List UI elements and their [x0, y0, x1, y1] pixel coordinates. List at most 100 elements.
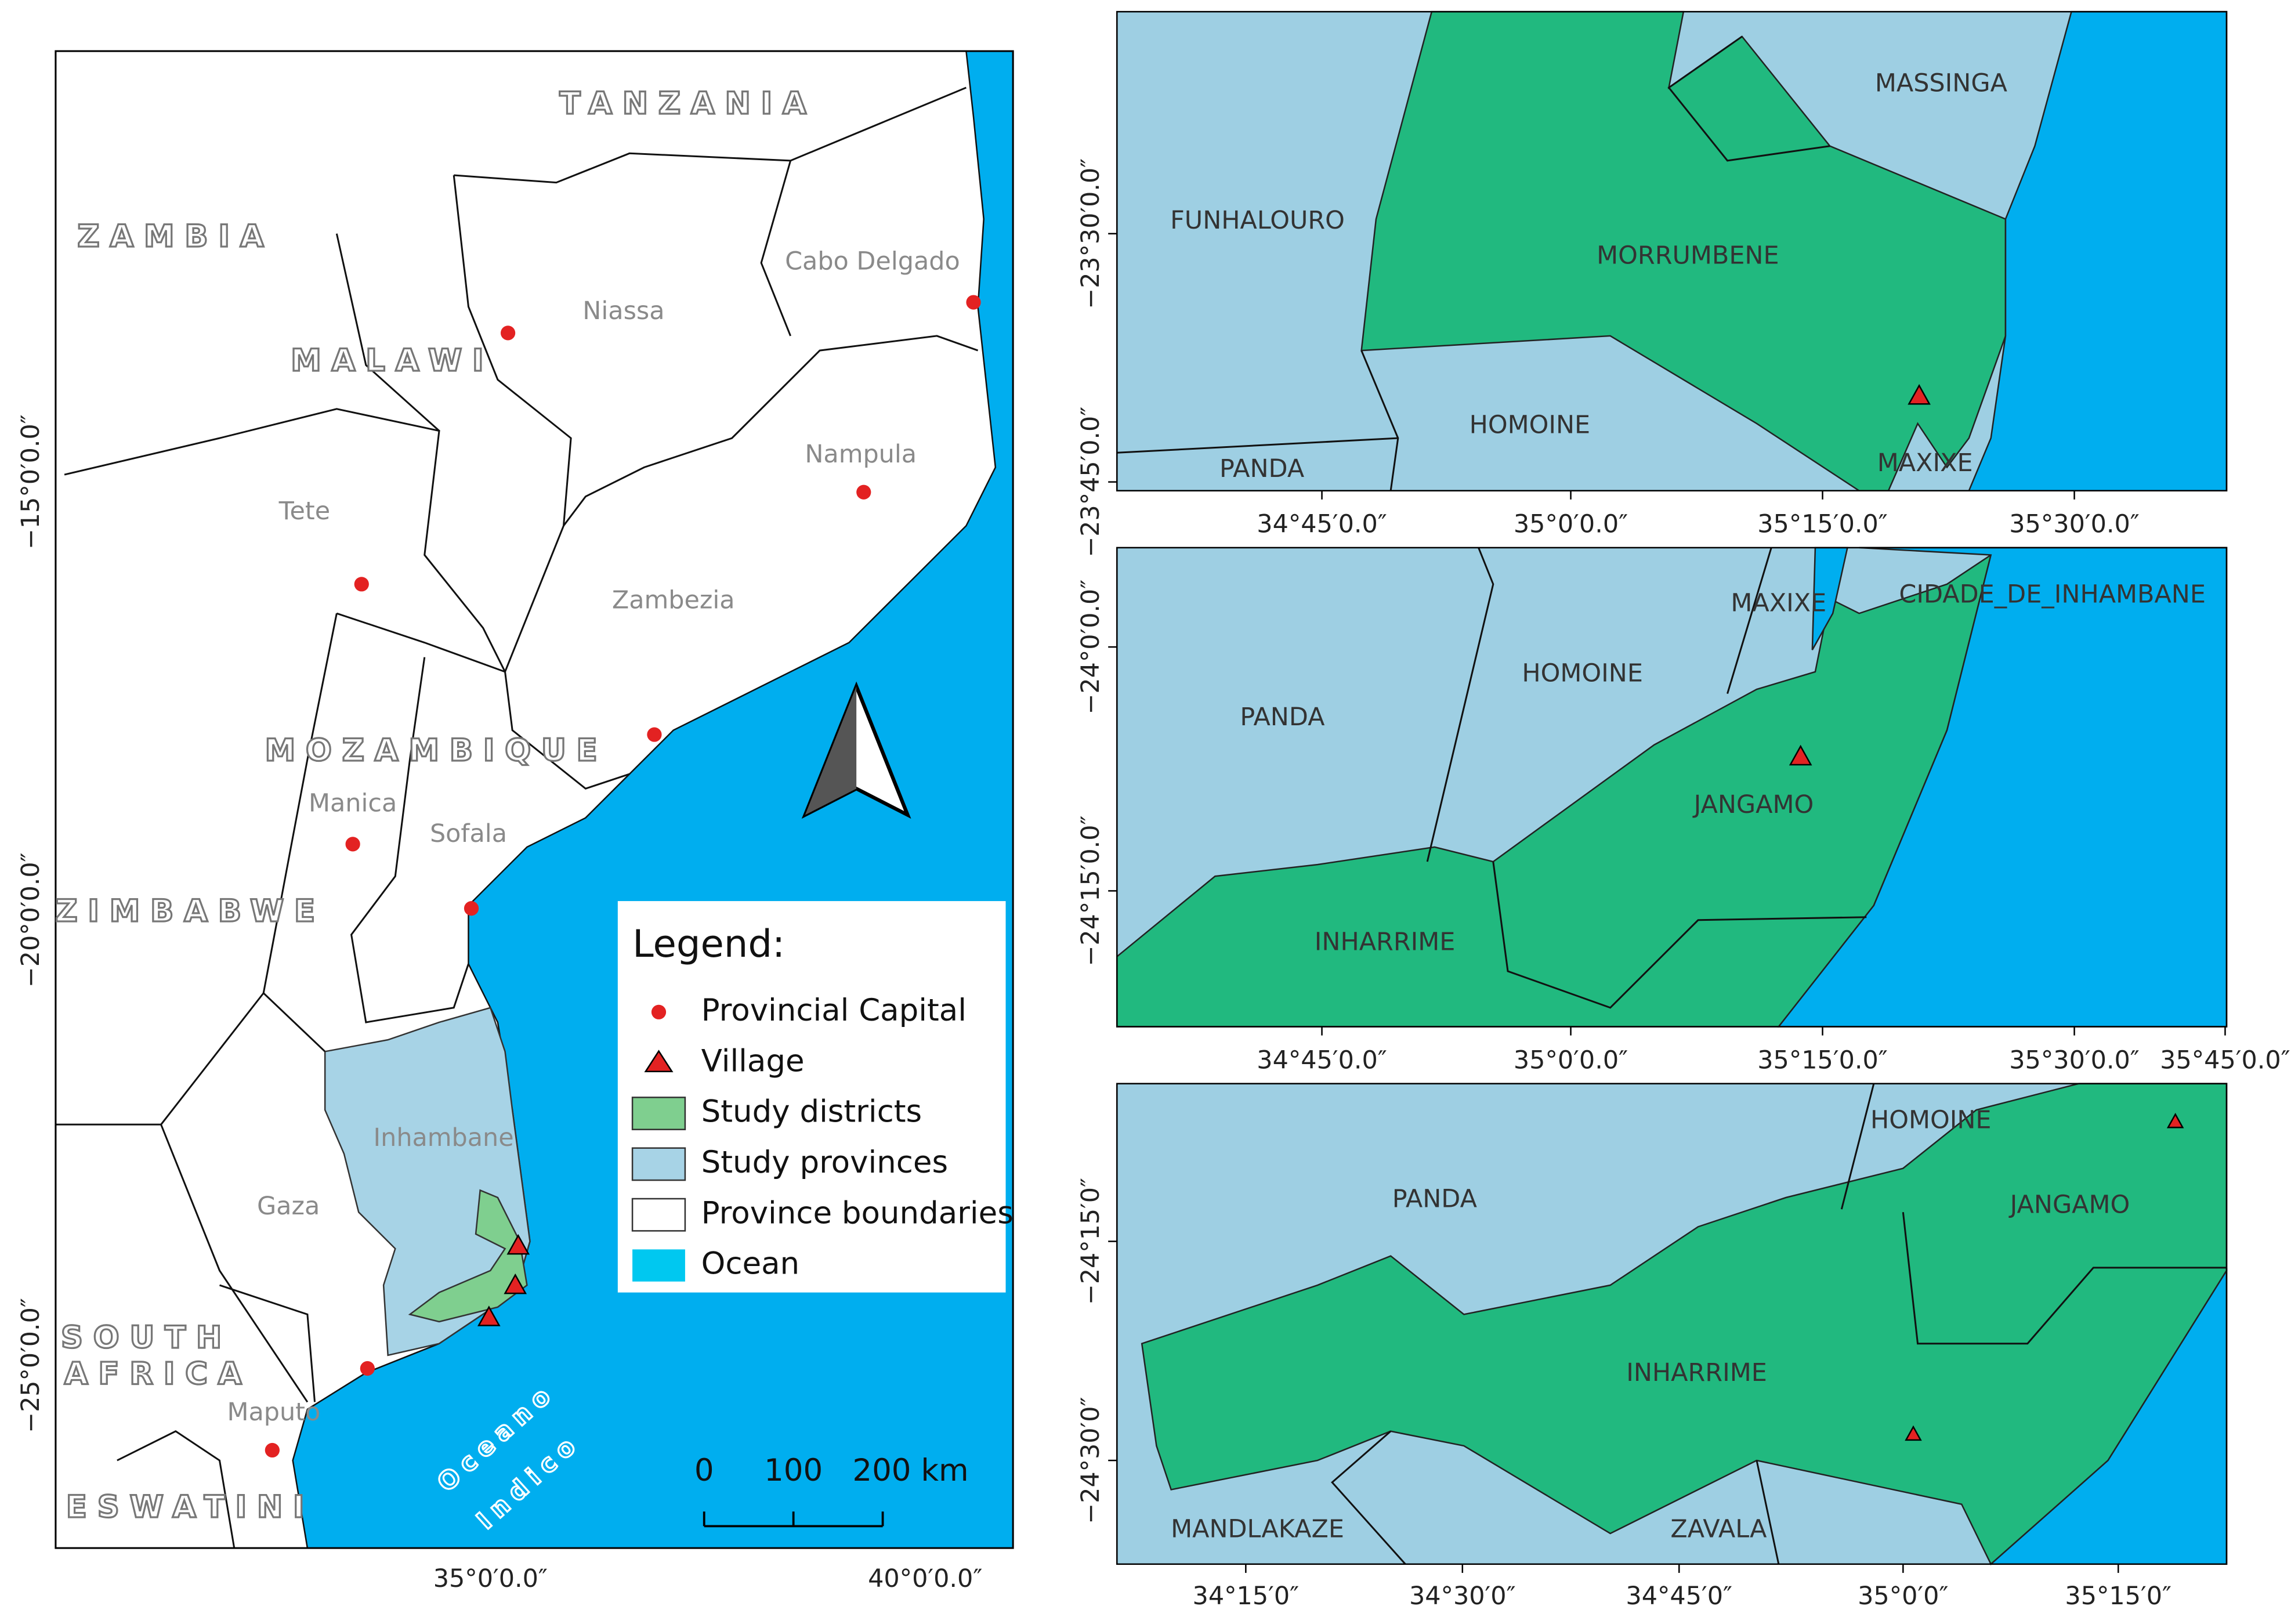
- x-tick-label: 34°45′0.0″: [1257, 1046, 1387, 1075]
- district-label: JANGAMO: [2008, 1191, 2130, 1220]
- boundary: [219, 1284, 316, 1402]
- y-tick-label: −15°0′0.0″: [16, 414, 45, 549]
- boundary: [504, 671, 630, 790]
- x-tick-label: 35°15′0.0″: [1757, 1046, 1888, 1075]
- x-tick-label: 35°0′0.0″: [1514, 1046, 1628, 1075]
- y-tick-label: −25°0′0.0″: [16, 1298, 45, 1433]
- province-label: Tete: [278, 497, 330, 526]
- y-tick-label: −24°30′0″: [1076, 1397, 1105, 1524]
- scale-bar: [703, 1511, 884, 1528]
- boundary: [160, 992, 309, 1403]
- y-tick-label: −23°45′0.0″: [1076, 407, 1105, 558]
- province-label: Zambezia: [612, 586, 735, 615]
- district-label: MORRUMBENE: [1597, 241, 1779, 270]
- province-label: Cabo Delgado: [785, 247, 960, 276]
- legend-label: Provincial Capital: [701, 993, 967, 1028]
- district-label: FUNHALOURO: [1170, 206, 1345, 235]
- legend-symbol: [631, 1097, 686, 1130]
- provincial-capital: [966, 295, 981, 310]
- x-tick-label: 35°45′0.0″: [2160, 1046, 2290, 1075]
- provincial-capital: [647, 727, 662, 742]
- country-label: ZAMBIA: [77, 219, 274, 254]
- province-label: Inhambane: [374, 1123, 514, 1152]
- boundary: [1426, 547, 1867, 1009]
- provincial-capital: [265, 1442, 280, 1458]
- x-tick-label: 35°15′0.0″: [1757, 510, 1888, 539]
- inset-frame: [1116, 547, 2228, 1028]
- boundary: [64, 408, 564, 674]
- provincial-capital: [354, 577, 369, 592]
- provincial-capital: [856, 484, 871, 500]
- x-tick-label: 34°30′0″: [1409, 1582, 1516, 1611]
- boundary: [335, 233, 440, 432]
- district-label: INHARRIME: [1626, 1358, 1767, 1387]
- country-label: SOUTH: [61, 1320, 232, 1355]
- district-label: HOMOINE: [1870, 1106, 1992, 1135]
- legend-label: Study provinces: [701, 1145, 948, 1180]
- y-tick-label: −24°15′0″: [1076, 1178, 1105, 1305]
- provincial-capital: [345, 837, 360, 852]
- boundary: [1117, 35, 1830, 491]
- x-tick-label: 35°0′0″: [1858, 1582, 1948, 1611]
- provincial-capital: [500, 325, 516, 341]
- legend-title: Legend:: [632, 922, 785, 966]
- district-label: MANDLAKAZE: [1171, 1514, 1344, 1543]
- legend-label: Study districts: [701, 1094, 922, 1130]
- country-label: MALAWI: [291, 343, 494, 378]
- legend-symbol: [651, 1004, 667, 1019]
- district-label: CIDADE_DE_INHAMBANE: [1899, 580, 2206, 609]
- x-tick-label: 35°30′0.0″: [2009, 510, 2140, 539]
- district-label: PANDA: [1219, 454, 1304, 483]
- village: [506, 1234, 530, 1255]
- province-boundaries: [55, 86, 979, 1549]
- boundary: [760, 160, 792, 337]
- village: [1789, 744, 1812, 766]
- boundary: [1331, 1083, 2227, 1565]
- scale-label: 200 km: [852, 1453, 968, 1488]
- district-label: HOMOINE: [1470, 411, 1591, 440]
- main-map: [55, 50, 1014, 1549]
- inset-2: [1116, 547, 2228, 1028]
- country-label: ESWATINI: [66, 1489, 314, 1525]
- x-tick-label: 35°15′0″: [2065, 1582, 2171, 1611]
- district-label: INHARRIME: [1315, 928, 1456, 957]
- study-province: [324, 1007, 531, 1357]
- provincial-capital: [360, 1361, 375, 1376]
- country-label: AFRICA: [64, 1357, 252, 1392]
- district-label: PANDA: [1240, 703, 1324, 732]
- land: [55, 50, 997, 1549]
- inset-3: [1116, 1083, 2228, 1565]
- village: [1908, 384, 1931, 405]
- village: [504, 1273, 527, 1294]
- x-tick-label: 35°0′0.0″: [433, 1564, 548, 1593]
- district-label: PANDA: [1392, 1185, 1477, 1214]
- district-label: MASSINGA: [1875, 69, 2007, 98]
- legend-symbol: [631, 1147, 686, 1181]
- y-tick-label: −20°0′0.0″: [16, 852, 45, 988]
- north-arrow: [801, 681, 911, 819]
- map-frame: [55, 50, 1014, 1549]
- province-label: Manica: [309, 789, 397, 818]
- boundary: [117, 1430, 236, 1549]
- village: [477, 1305, 501, 1326]
- inset-frame: [1116, 10, 2228, 491]
- scale-label: 0: [694, 1453, 714, 1488]
- district-label: JANGAMO: [1692, 790, 1814, 819]
- village: [1905, 1425, 1922, 1441]
- district-label: ZAVALA: [1670, 1514, 1767, 1543]
- study-district: [408, 1189, 528, 1323]
- province-label: Gaza: [257, 1192, 320, 1221]
- legend-label: Ocean: [701, 1246, 799, 1282]
- province-label: Maputo: [227, 1398, 320, 1427]
- legend-symbol: [632, 1249, 685, 1282]
- legend-label: Province boundaries: [701, 1195, 1014, 1231]
- province-label: Sofala: [430, 819, 507, 848]
- province-label: Niassa: [582, 296, 664, 325]
- legend-label: Village: [701, 1043, 805, 1079]
- boundary: [350, 657, 469, 1023]
- village: [2166, 1112, 2184, 1129]
- x-tick-label: 34°45′0.0″: [1257, 510, 1387, 539]
- x-tick-label: 35°30′0.0″: [2009, 1046, 2140, 1075]
- district-label: MAXIXE: [1731, 589, 1826, 618]
